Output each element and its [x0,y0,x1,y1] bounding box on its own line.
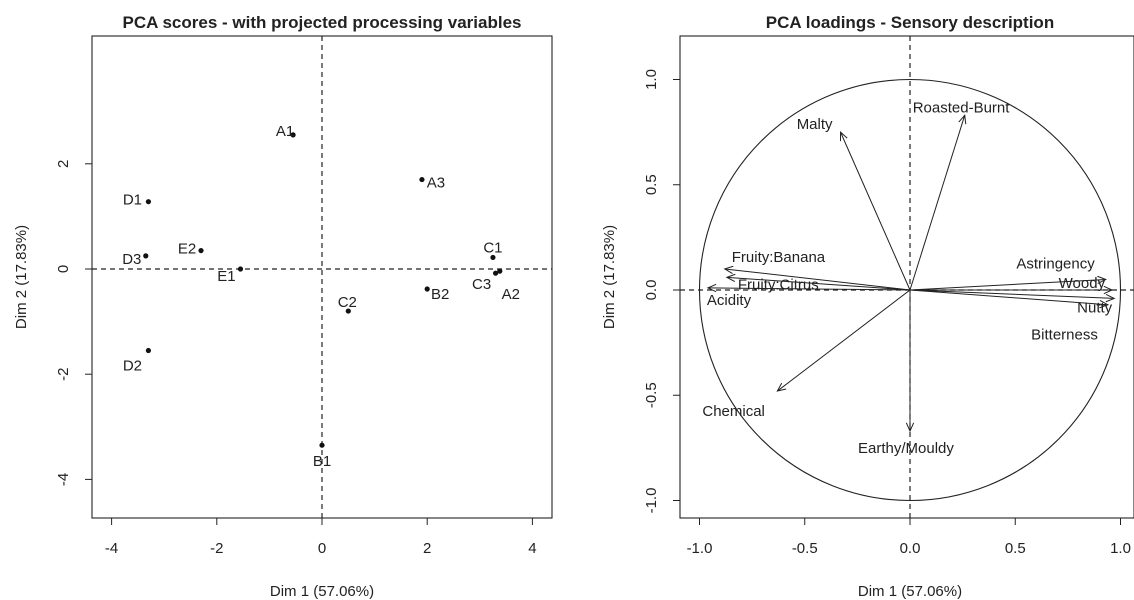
score-point-e2 [198,247,204,254]
scores-y-tick-label: 2 [55,160,72,168]
score-point-b1 [319,442,325,448]
loading-label: Nutty [1077,299,1113,316]
scores-x-axis: -4 -2 0 2 4 [105,517,537,557]
loadings-x-tick-label: 0.5 [1005,540,1026,557]
loading-label: Acidity [707,292,752,309]
loadings-plot-title: PCA loadings - Sensory description [766,13,1054,32]
scores-plot-title: PCA scores - with projected processing v… [122,13,521,32]
loadings-y-tick-label: -1.0 [643,488,660,514]
loading-arrowhead [1103,285,1114,295]
loadings-y-tick-label: 0.0 [643,280,660,301]
loading-arrow-acidity [707,287,911,291]
loadings-plot-panel: PCA loadings - Sensory description -1.0-… [601,13,1134,600]
score-point-d1 [145,199,152,205]
loading-arrowhead [839,131,848,142]
loading-arrowhead [1105,293,1116,303]
loadings-x-tick-label: -1.0 [687,540,713,557]
loading-arrowhead [723,265,734,274]
scores-y-axis: -4 -2 0 2 [55,160,93,486]
score-point-b2 [424,286,430,292]
score-point-e1 [237,266,244,272]
score-point-label: A2 [502,286,520,303]
loadings-y-tick-label: -0.5 [643,382,660,408]
loadings-y-axis-title: Dim 2 (17.83%) [601,225,618,329]
score-point-label: E2 [178,241,196,258]
score-point-d2 [145,347,152,354]
loadings-x-axis-title: Dim 1 (57.06%) [858,583,962,600]
loadings-y-tick-label: 1.0 [643,69,660,90]
scores-y-tick-label: -2 [55,368,72,381]
loading-arrowhead [1097,275,1107,285]
score-point-label: C1 [483,239,502,256]
loading-arrowhead [706,283,717,293]
score-point-label: D1 [123,192,142,209]
score-point-label: E1 [217,268,235,285]
scores-plot-panel: PCA scores - with projected processing v… [13,13,553,600]
score-point-label: C3 [472,276,491,293]
loading-arrowhead [776,382,787,392]
scores-x-tick-label: -4 [105,540,118,557]
score-point-label: C2 [338,294,357,311]
scores-y-tick-label: 0 [55,265,72,273]
score-point-d3 [143,253,149,259]
loading-label: Woody [1059,275,1106,292]
loadings-y-tick-label: 0.5 [643,174,660,195]
loadings-vectors: Malty Roasted-Burnt Fruity:Banana Fruity:Ci… [702,99,1116,457]
loading-label: Earthy/Mouldy [858,440,954,457]
loadings-x-tick-label: 1.0 [1110,540,1131,557]
score-point-a3 [419,176,425,183]
score-point-label: B1 [313,453,331,470]
loading-label: Malty [797,116,833,133]
loading-arrow-astringency [909,278,1106,291]
loading-arrowhead [1099,300,1110,309]
scores-y-axis-title: Dim 2 (17.83%) [13,225,30,329]
loading-arrow-chemical [777,289,911,392]
loadings-x-tick-label: -0.5 [792,540,818,557]
score-point-c3 [492,270,499,276]
score-point-c1 [490,254,496,261]
loading-arrow-roasted-burnt [909,115,966,291]
loading-arrow-bitterness [909,289,1108,306]
loading-label: Fruity:Banana [732,249,826,266]
loading-label: Astringency [1016,255,1095,272]
scores-x-tick-label: 0 [318,540,326,557]
scores-x-tick-label: -2 [210,540,223,557]
score-point-label: D3 [122,251,141,268]
score-point-label: A3 [427,175,445,192]
score-point-label: A1 [276,123,294,140]
scores-x-tick-label: 4 [528,540,536,557]
scores-x-tick-label: 2 [423,540,431,557]
loading-label: Roasted-Burnt [913,99,1011,116]
loadings-y-axis: -1.0 -0.5 0.0 0.5 1.0 [643,69,681,514]
scores-points: A1 A3 D1 E2 D3 E1 C1 C3 A2 B2 C2 D2 B1 [122,123,520,470]
score-point-label: D2 [123,358,142,375]
score-point-c2 [345,308,351,314]
loading-arrow-fruity-banana [724,268,911,291]
loading-label: Fruity:Citrus [738,276,819,293]
loading-label: Chemical [702,403,765,420]
loading-arrow-nutty [909,289,1115,299]
scores-reference-lines [92,36,552,518]
loading-arrowhead [958,114,967,125]
scores-x-axis-title: Dim 1 (57.06%) [270,583,374,600]
scores-y-tick-label: -4 [55,473,72,486]
loading-label: Bitterness [1031,327,1098,344]
score-point-label: B2 [431,286,449,303]
loading-arrowhead [905,422,915,433]
loadings-x-axis: -1.0 -0.5 0.0 0.5 1.0 [687,517,1131,557]
loading-arrowhead [725,273,736,283]
loadings-x-tick-label: 0.0 [900,540,921,557]
loading-arrow-fruity-citrus [726,276,911,291]
score-point-a1 [290,132,296,138]
score-point-a2 [497,268,503,274]
loading-arrow-malty [840,131,911,291]
